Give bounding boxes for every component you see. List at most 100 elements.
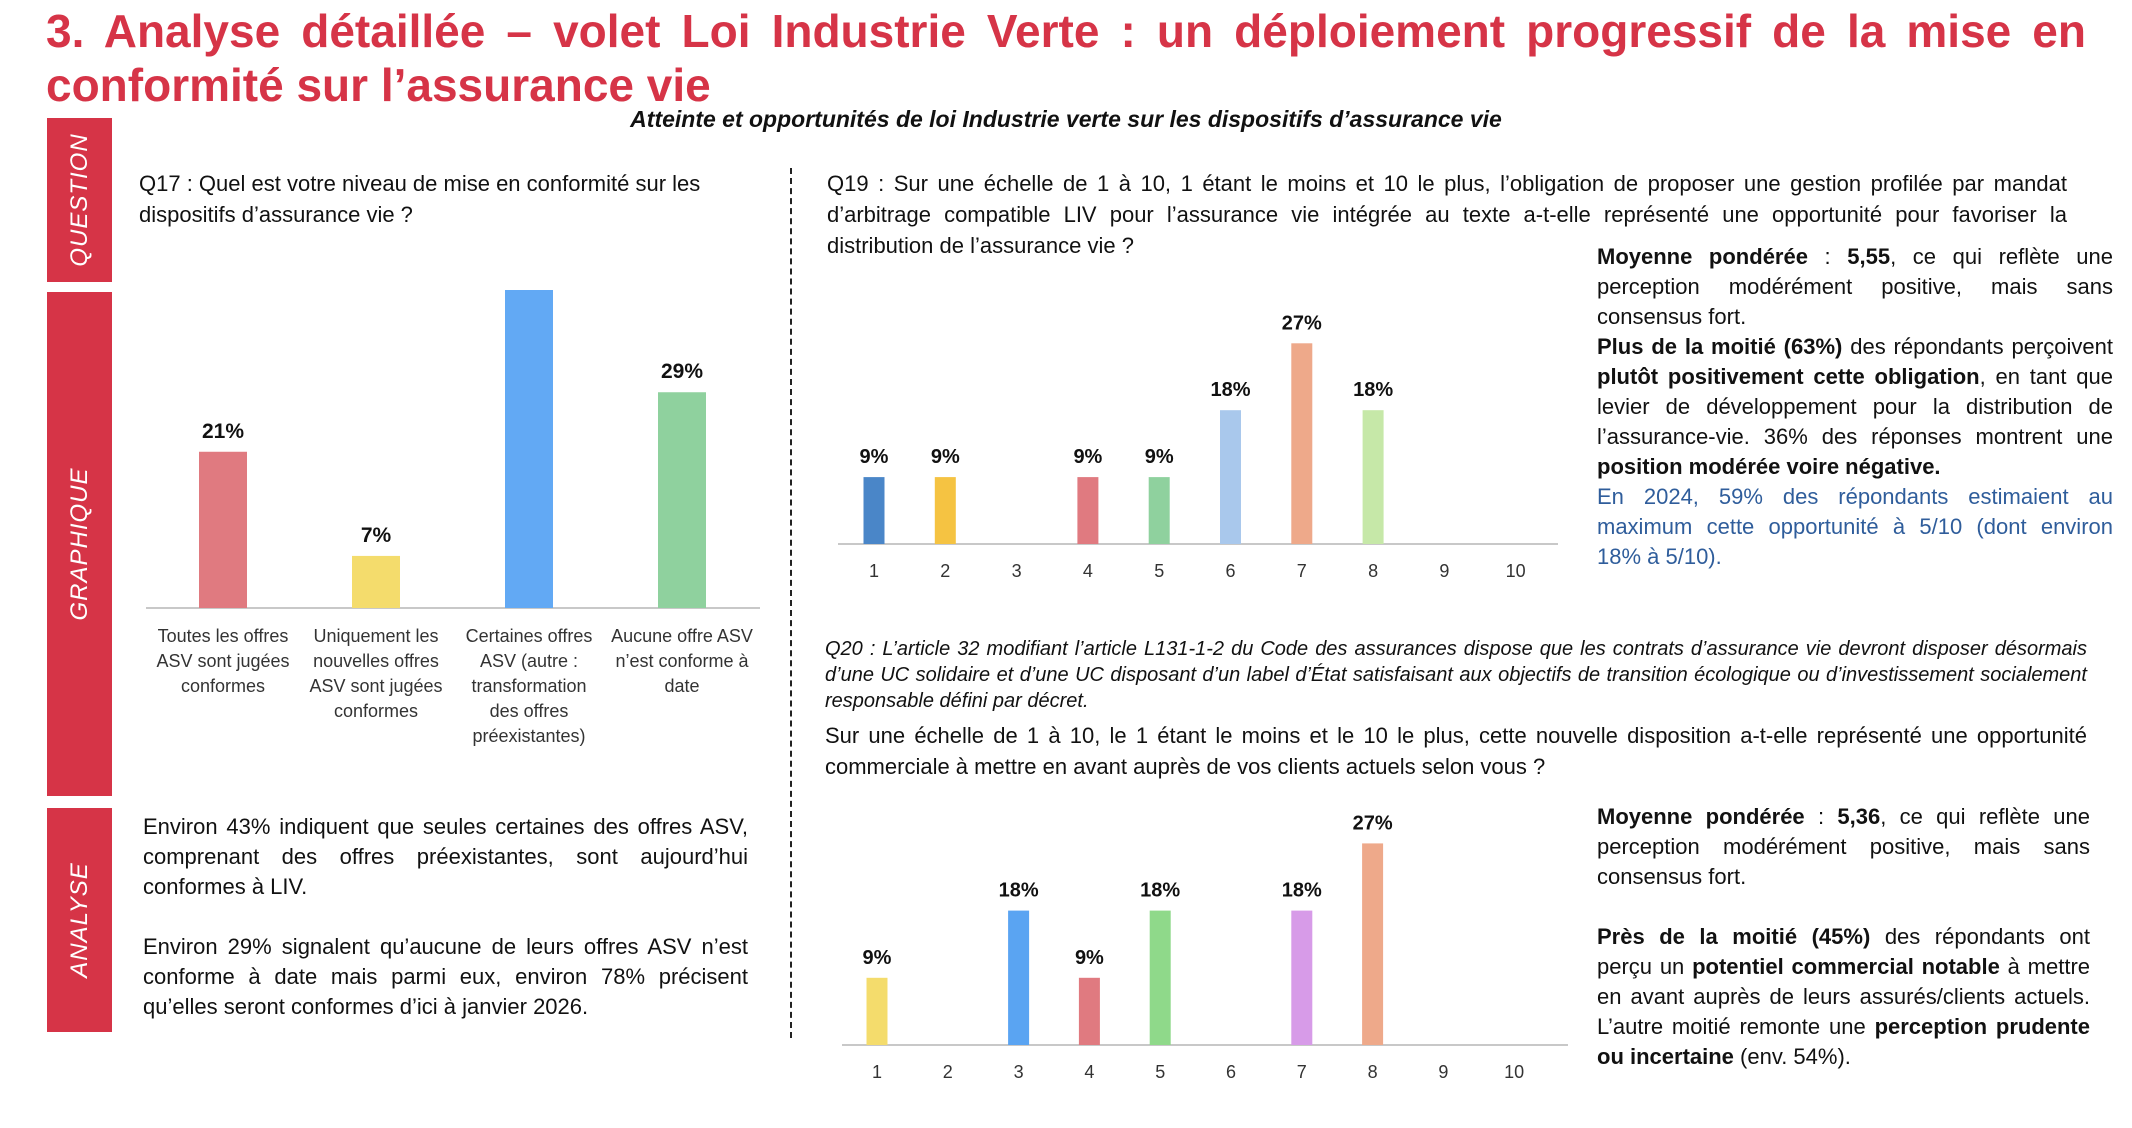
q17-tick-label-2: conformes <box>334 701 418 721</box>
q17-tick-label-2: Uniquement les <box>313 626 438 646</box>
q17-data-label-4: 29% <box>661 360 703 383</box>
sidebar-graphique: GRAPHIQUE <box>47 292 112 796</box>
q20-p2b: des répondants ont perçu un <box>1597 924 2090 979</box>
q19-mean-value: 5,55 <box>1847 244 1891 269</box>
q20-tick-label-9: 9 <box>1438 1062 1448 1082</box>
q19-p2e: position modérée voire négative. <box>1597 454 1941 479</box>
q20-p2f: (env. 54%). <box>1733 1044 1851 1069</box>
page-title: 3. Analyse détaillée – volet Loi Industr… <box>46 5 2086 111</box>
q20-intro: Q20 : L’article 32 modifiant l’article L… <box>825 638 2087 712</box>
q17-bar-3 <box>505 290 553 608</box>
q20-bar-7 <box>1291 910 1313 1045</box>
q20-tick-label-6: 6 <box>1226 1062 1236 1082</box>
q20-data-label-4: 9% <box>1075 947 1104 969</box>
q17-tick-label-2: ASV sont jugées <box>309 676 442 696</box>
q19-tick-label-6: 6 <box>1225 561 1235 581</box>
q19-analysis: Moyenne pondérée : 5,55, ce qui reflète … <box>1597 242 2113 572</box>
q19-data-label-4: 9% <box>1073 446 1102 468</box>
q19-bar-1 <box>863 477 885 544</box>
q19-data-label-2: 9% <box>931 446 960 468</box>
q20-p2c: potentiel commercial notable <box>1692 954 2000 979</box>
q19-p2b: des répondants perçoivent <box>1842 334 2113 359</box>
page-subtitle: Atteinte et opportunités de loi Industri… <box>630 106 1502 132</box>
sidebar-analyse: ANALYSE <box>47 808 112 1032</box>
q19-tick-label-1: 1 <box>869 561 879 581</box>
q19-p2a: Plus de la moitié (63%) <box>1597 334 1843 359</box>
q19-tick-label-3: 3 <box>1012 561 1022 581</box>
q20-bar-1 <box>866 977 888 1045</box>
q20-tick-label-2: 2 <box>943 1062 953 1082</box>
q20-tick-label-3: 3 <box>1014 1062 1024 1082</box>
q17-tick-label-4: n’est conforme à <box>615 651 749 671</box>
sidebar-graphique-label: GRAPHIQUE <box>65 467 93 621</box>
q19-tick-label-10: 10 <box>1506 561 1526 581</box>
q17-tick-label-1: ASV sont jugées <box>156 651 289 671</box>
q17-tick-label-1: Toutes les offres <box>158 626 289 646</box>
q20-analysis-2: Près de la moitié (45%) des répondants o… <box>1597 922 2090 1072</box>
q20-mean-value: 5,36 <box>1837 804 1881 829</box>
q20-bar-3 <box>1008 910 1030 1045</box>
q20-data-label-1: 9% <box>863 947 892 969</box>
q19-mean-label: Moyenne pondérée <box>1597 244 1808 269</box>
q17-chart: 21% Toutes les offres ASV sont jugées confo… <box>146 290 760 746</box>
q20-bar-5 <box>1149 910 1171 1045</box>
q19-data-label-6: 18% <box>1210 379 1250 401</box>
q19-bar-4 <box>1077 477 1099 544</box>
q19-analysis-1: Moyenne pondérée : 5,55, ce qui reflète … <box>1597 244 2114 329</box>
q19-tick-label-2: 2 <box>940 561 950 581</box>
q20-tick-label-4: 4 <box>1084 1062 1094 1082</box>
q19-tick-label-4: 4 <box>1083 561 1093 581</box>
q20-tick-label-7: 7 <box>1297 1062 1307 1082</box>
q20-question: Sur une échelle de 1 à 10, le 1 étant le… <box>825 723 2087 779</box>
q20-data-label-7: 18% <box>1282 880 1322 902</box>
q17-tick-label-1: conformes <box>181 676 265 696</box>
q19-tick-label-9: 9 <box>1439 561 1449 581</box>
q17-tick-label-3: des offres <box>490 701 569 721</box>
q20-data-label-8: 27% <box>1353 812 1393 834</box>
q20-chart: 9% 1 2 18% 3 9% 4 18% 5 6 18% 7 27% 8 9 10 <box>842 812 1568 1082</box>
q20-tick-label-5: 5 <box>1155 1062 1165 1082</box>
q17-analysis-2: Environ 29% signalent qu’aucune de leurs… <box>143 934 748 1019</box>
sidebar-question: QUESTION <box>47 118 112 282</box>
q19-tick-label-8: 8 <box>1368 561 1378 581</box>
q17-tick-label-4: Aucune offre ASV <box>611 626 753 646</box>
q17-analysis-1: Environ 43% indiquent que seules certain… <box>143 814 748 899</box>
q19-data-label-5: 9% <box>1145 446 1174 468</box>
column-divider <box>790 168 792 1038</box>
sidebar-analyse-label: ANALYSE <box>65 862 93 978</box>
q20-data-label-3: 18% <box>999 880 1039 902</box>
q19-analysis-2: Plus de la moitié (63%) des répondants p… <box>1597 332 2113 482</box>
q19-data-label-8: 18% <box>1353 379 1393 401</box>
q19-chart: 9% 1 9% 2 3 9% 4 9% 5 18% 6 27% 7 18% 8 9 10 <box>838 312 1558 581</box>
q17-analysis: Environ 43% indiquent que seules certain… <box>143 812 748 1022</box>
q17-bar-2 <box>352 555 400 608</box>
q19-bar-2 <box>934 477 956 544</box>
q20-tick-label-10: 10 <box>1504 1062 1524 1082</box>
q20-mean-label: Moyenne pondérée <box>1597 804 1805 829</box>
q19-analysis-3: En 2024, 59% des répondants estimaient a… <box>1597 484 2113 569</box>
q17-tick-label-3: transformation <box>471 676 586 696</box>
q17-bar-4 <box>658 392 706 608</box>
q17-tick-label-4: date <box>664 676 699 696</box>
q19-bar-6 <box>1220 410 1241 544</box>
q20-p2d: à mettre en avant auprès de leurs assuré… <box>1597 954 2091 1039</box>
q19-question: Q19 : Sur une échelle de 1 à 10, 1 étant… <box>827 171 2067 258</box>
q19-tick-label-7: 7 <box>1297 561 1307 581</box>
q20-bar-8 <box>1362 843 1384 1045</box>
q20-tick-label-8: 8 <box>1368 1062 1378 1082</box>
q17-data-label-1: 21% <box>202 420 244 443</box>
q20-mean-text: , ce qui reflète une perception modéréme… <box>1597 804 2090 889</box>
q19-bar-5 <box>1148 477 1170 544</box>
q20-bar-4 <box>1078 977 1100 1045</box>
q20-p2a: Près de la moitié (45%) <box>1597 924 1871 949</box>
q20-p2e: perception prudente ou incertaine <box>1597 1014 2090 1069</box>
q17-tick-label-3: Certaines offres <box>466 626 593 646</box>
q17-tick-label-3: préexistantes) <box>472 726 585 746</box>
q19-bar-8 <box>1362 410 1384 544</box>
q17-bar-1 <box>199 451 247 608</box>
q19-data-label-1: 9% <box>860 446 889 468</box>
q19-tick-label-5: 5 <box>1154 561 1164 581</box>
q19-bar-7 <box>1291 343 1313 544</box>
q17-tick-label-2: nouvelles offres <box>313 651 439 671</box>
sidebar-question-label: QUESTION <box>65 133 93 267</box>
